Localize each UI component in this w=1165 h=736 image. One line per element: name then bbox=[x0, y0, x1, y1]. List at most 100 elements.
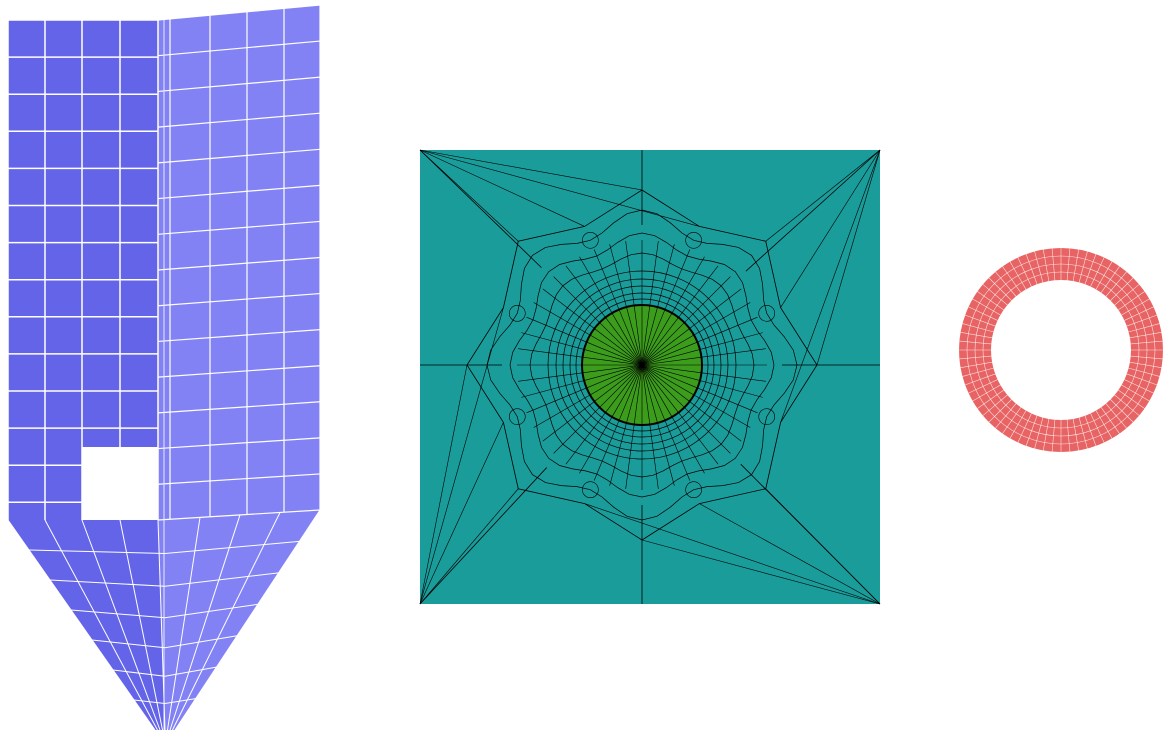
mesh-line bbox=[1124, 306, 1154, 321]
mesh-line bbox=[678, 265, 719, 318]
mesh-line bbox=[593, 249, 620, 310]
mesh-line bbox=[641, 356, 702, 366]
mesh-line bbox=[157, 76, 321, 93]
mesh-line bbox=[657, 422, 675, 486]
mesh-line bbox=[157, 401, 321, 414]
mesh-line bbox=[972, 384, 1001, 402]
mesh-line bbox=[701, 372, 766, 382]
mesh-line bbox=[1100, 407, 1120, 434]
mesh-line bbox=[553, 407, 600, 454]
mesh-line bbox=[419, 149, 700, 227]
mesh-line bbox=[584, 503, 881, 605]
mesh-line bbox=[641, 364, 695, 396]
mesh-line bbox=[960, 361, 993, 369]
mesh-line bbox=[605, 317, 643, 366]
mesh-line bbox=[1095, 410, 1113, 439]
mesh-line bbox=[965, 373, 996, 386]
mesh-line bbox=[780, 149, 881, 308]
mesh-line bbox=[157, 292, 321, 307]
mesh-line bbox=[133, 698, 196, 704]
plate-mesh bbox=[419, 149, 881, 605]
mesh-line bbox=[419, 149, 643, 191]
mesh-line bbox=[641, 341, 698, 366]
mesh-line bbox=[579, 256, 613, 314]
mesh-line bbox=[1110, 399, 1134, 423]
mesh-line bbox=[671, 416, 705, 474]
silo-dark-face bbox=[8, 20, 158, 520]
mesh-line bbox=[1042, 249, 1050, 282]
mesh-line bbox=[419, 149, 542, 268]
mesh-line bbox=[1124, 379, 1154, 394]
mesh-line bbox=[1114, 284, 1140, 306]
mesh-line bbox=[988, 399, 1012, 423]
mesh-line bbox=[553, 276, 600, 323]
mesh-line bbox=[982, 284, 1008, 306]
mesh-line bbox=[508, 305, 526, 322]
mesh-line bbox=[641, 364, 685, 408]
mesh-line bbox=[1051, 419, 1056, 452]
mesh-line bbox=[641, 364, 702, 374]
mesh-line bbox=[641, 312, 673, 366]
mesh-line bbox=[167, 517, 201, 731]
mesh-line bbox=[625, 424, 635, 489]
mesh-line bbox=[765, 149, 881, 242]
mesh-line bbox=[689, 288, 742, 329]
mesh-line bbox=[157, 112, 321, 128]
mesh-line bbox=[582, 356, 643, 366]
mesh-line bbox=[579, 416, 613, 474]
mesh-line bbox=[780, 149, 881, 423]
mesh-line bbox=[7, 519, 156, 731]
silo-opening bbox=[82, 447, 158, 520]
mesh-line bbox=[641, 364, 698, 389]
mesh-line bbox=[697, 387, 758, 414]
mesh-line bbox=[689, 401, 742, 442]
silo-light-face bbox=[158, 5, 320, 520]
mesh-line bbox=[1034, 251, 1044, 283]
mesh-line bbox=[685, 231, 702, 249]
mesh-line bbox=[977, 291, 1004, 311]
mesh-line bbox=[586, 341, 643, 366]
ring-mesh bbox=[959, 248, 1163, 452]
mesh-line bbox=[641, 364, 690, 402]
mesh-line bbox=[626, 364, 643, 424]
mesh-line bbox=[521, 332, 585, 350]
mesh-line bbox=[1051, 248, 1056, 281]
mesh-line bbox=[419, 364, 468, 605]
mesh-line bbox=[641, 322, 685, 366]
mesh-line bbox=[594, 328, 643, 366]
mesh-line bbox=[618, 364, 643, 421]
mesh-line bbox=[965, 314, 996, 327]
mesh-line bbox=[533, 302, 591, 336]
mesh-line bbox=[582, 364, 643, 374]
mesh-line bbox=[693, 394, 751, 428]
mesh-line bbox=[533, 394, 591, 428]
mesh-line bbox=[959, 340, 992, 345]
mesh-line bbox=[609, 244, 627, 308]
mesh-line bbox=[586, 364, 643, 389]
mesh-line bbox=[169, 514, 241, 731]
mesh-line bbox=[1126, 314, 1157, 327]
mesh-line bbox=[988, 277, 1012, 301]
mesh-line bbox=[641, 309, 666, 366]
mesh-line bbox=[693, 302, 751, 336]
mesh-line bbox=[1066, 419, 1071, 452]
mesh-line bbox=[594, 364, 643, 402]
mesh-line bbox=[995, 271, 1017, 297]
mesh-line bbox=[1002, 407, 1022, 434]
mesh-line bbox=[157, 148, 321, 164]
mesh-line bbox=[1100, 266, 1120, 293]
mesh-line bbox=[633, 364, 643, 425]
mesh-line bbox=[699, 332, 763, 350]
mesh-line bbox=[419, 307, 504, 605]
mesh-line bbox=[816, 149, 881, 366]
mesh-line bbox=[599, 364, 643, 408]
mesh-line bbox=[1118, 389, 1145, 409]
mesh-line bbox=[1072, 418, 1080, 451]
mesh-line bbox=[1110, 277, 1134, 301]
mesh-line bbox=[583, 349, 643, 366]
mesh-line bbox=[657, 244, 675, 308]
mesh-line bbox=[701, 348, 766, 358]
mesh-line bbox=[1002, 266, 1022, 293]
mesh-line bbox=[664, 249, 691, 310]
mesh-line bbox=[697, 316, 758, 343]
